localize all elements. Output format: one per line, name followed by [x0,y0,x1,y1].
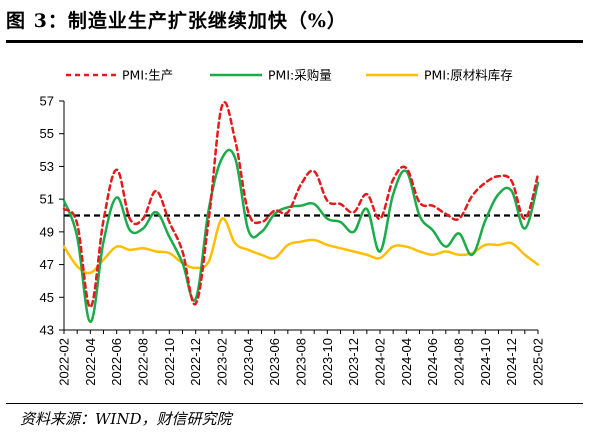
legend-purchase-label: PMI:采购量 [268,68,332,83]
legend: PMI:生产 PMI:采购量 PMI:原材料库存 [66,68,513,83]
y-tick-label: 51 [40,192,54,207]
axes: 43 45 47 49 51 53 55 57 2022-02 2022-04 2022-06 202… [40,94,546,386]
title-rule [6,40,583,43]
x-tick-label: 2025-02 [531,338,546,386]
x-tick-label: 2024-04 [399,338,414,386]
y-tick-label: 57 [40,94,54,109]
y-tick-label: 49 [40,224,54,239]
y-tick-label: 45 [40,290,54,305]
line-chart: PMI:生产 PMI:采购量 PMI:原材料库存 43 45 47 49 51 53 55 57 2… [40,68,546,386]
x-tick-label: 2022-12 [188,338,203,386]
legend-production-label: PMI:生产 [122,68,173,83]
chart-title: 图 3：制造业生产扩张继续加快（%） [6,10,347,32]
series-group [62,101,540,324]
x-tick-label: 2022-04 [83,338,98,386]
x-tick-label: 2023-12 [346,338,361,386]
x-tick-label: 2023-08 [294,338,309,386]
x-tick-label: 2023-10 [320,338,335,386]
x-tick-label: 2022-06 [109,338,124,386]
x-tick-label: 2024-06 [425,338,440,386]
x-tick-label: 2024-02 [373,338,388,386]
x-tick-label: 2024-10 [478,338,493,386]
x-tick-label: 2022-02 [57,338,72,386]
y-tick-label: 53 [40,159,54,174]
legend-inventory-label: PMI:原材料库存 [424,68,513,83]
x-tick-label: 2023-04 [241,338,256,386]
y-tick-label: 43 [40,323,54,338]
bottom-rule [6,403,583,404]
x-tick-label: 2024-12 [504,338,519,386]
series-production-line [62,101,540,309]
y-tick-label: 47 [40,257,54,272]
y-tick-label: 55 [40,126,54,141]
x-tick-label: 2024-08 [452,338,467,386]
source-note: 资料来源：WIND，财信研究院 [20,410,232,428]
series-inventory-line [62,217,540,275]
x-tick-label: 2022-08 [136,338,151,386]
x-tick-label: 2022-10 [162,338,177,386]
series-purchase-line [62,148,540,324]
x-tick-label: 2023-02 [215,338,230,386]
x-tick-label: 2023-06 [267,338,282,386]
